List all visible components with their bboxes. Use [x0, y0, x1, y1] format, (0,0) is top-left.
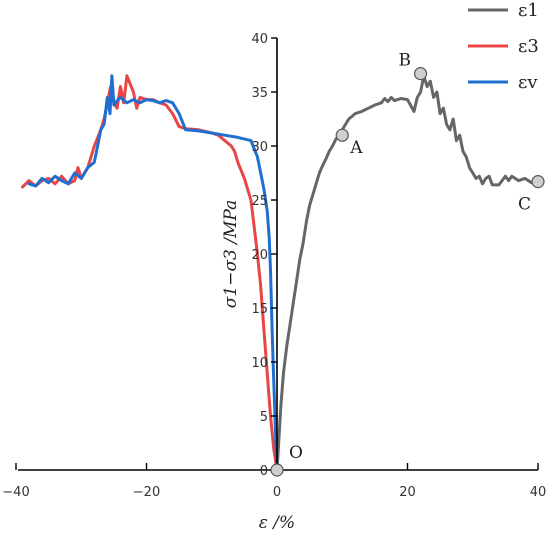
legend-label: ε1: [518, 0, 539, 21]
annotation-label: A: [349, 138, 363, 158]
annotation-point: [270, 463, 284, 477]
legend-label: εv: [518, 72, 538, 93]
y-tick-label: 35: [251, 86, 268, 101]
y-tick-label: 40: [251, 32, 268, 47]
x-tick-label: 20: [399, 485, 416, 500]
axes-layer: −40 −20 0 20 40 0 5 10 15 20 25 30 35 40 ε /% σ1−σ3 /MP…: [2, 32, 546, 533]
annotation-markers: O A B C: [270, 51, 545, 477]
series-line-2: [21, 74, 279, 472]
annotation-label: O: [289, 443, 303, 463]
y-tick-label: 25: [251, 194, 268, 209]
y-axis-title: σ1−σ3 /MPa: [221, 200, 241, 308]
legend: ε1 ε3 εv: [468, 0, 539, 93]
annotation-point: [335, 128, 349, 142]
y-tick-label: 30: [251, 140, 268, 155]
series-line-3: [27, 74, 279, 472]
annotation-point: [531, 175, 545, 189]
annotation-point: [413, 67, 428, 81]
y-tick-label: 20: [251, 248, 268, 263]
x-tick-label: 40: [530, 485, 547, 500]
x-tick-label: −20: [133, 485, 160, 500]
series-layer: [21, 74, 540, 472]
x-tick-label: −40: [2, 485, 29, 500]
x-axis-title: ε /%: [259, 513, 295, 533]
legend-label: ε3: [518, 36, 539, 57]
y-tick-label: 10: [251, 356, 268, 371]
annotation-label: C: [518, 195, 531, 215]
y-tick-label: 5: [260, 410, 268, 425]
series-line-1: [275, 74, 540, 472]
x-tick-label: 0: [273, 485, 281, 500]
y-tick-label: 15: [251, 302, 268, 317]
annotation-label: B: [399, 51, 412, 71]
y-tick-label: 0: [260, 464, 268, 479]
